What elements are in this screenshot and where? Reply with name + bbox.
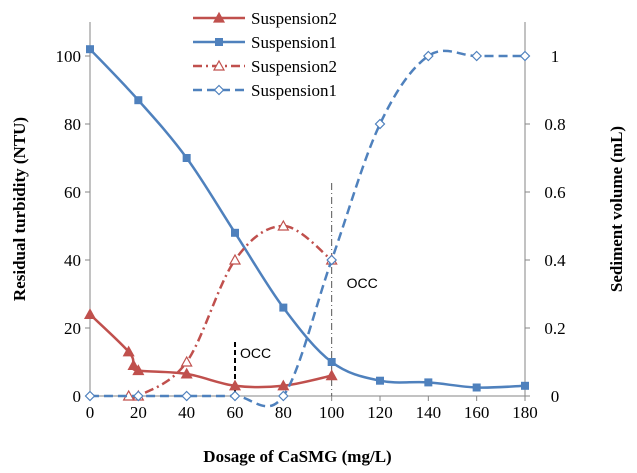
data-point	[277, 379, 290, 391]
data-point	[277, 219, 290, 231]
legend-label: Suspension2	[251, 57, 337, 76]
data-point	[231, 228, 239, 237]
x-tick-label: 40	[178, 403, 195, 422]
data-point	[326, 254, 338, 266]
data-point	[471, 50, 483, 62]
legend-marker	[213, 84, 225, 96]
legend-marker	[215, 38, 223, 46]
data-point	[327, 358, 336, 366]
data-point	[376, 376, 384, 385]
legend-label: Suspension1	[251, 81, 337, 100]
data-point	[424, 378, 433, 387]
data-point	[228, 379, 242, 391]
x-tick-label: 60	[227, 403, 244, 422]
y2-tick-label: 0.6	[544, 183, 565, 202]
y2-tick-label: 0.4	[544, 251, 566, 270]
data-point	[374, 118, 386, 130]
data-point	[134, 96, 143, 105]
data-point	[127, 359, 140, 370]
y-tick-label: 80	[64, 115, 81, 134]
legend-marker	[212, 59, 226, 71]
y2-tick-label: 0.8	[544, 115, 565, 134]
y-tick-label: 60	[64, 183, 81, 202]
x-tick-label: 100	[319, 403, 345, 422]
y-tick-label: 100	[56, 47, 82, 66]
y2-tick-label: 0	[551, 387, 560, 406]
data-point	[277, 390, 289, 402]
data-point	[519, 50, 531, 62]
x-tick-label: 20	[130, 403, 147, 422]
data-point	[279, 303, 288, 312]
x-tick-label: 140	[416, 403, 442, 422]
data-point	[325, 369, 338, 381]
legend-marker	[212, 11, 226, 23]
y2-tick-label: 0.2	[544, 319, 565, 338]
data-point	[132, 390, 144, 402]
data-point	[84, 390, 96, 402]
data-point	[229, 390, 241, 402]
data-point	[180, 355, 193, 367]
data-point	[122, 345, 135, 357]
y2-tick-label: 1	[551, 47, 560, 66]
data-point	[182, 154, 191, 162]
data-point	[521, 381, 529, 390]
data-point	[86, 45, 94, 54]
occ-label: OCC	[347, 275, 378, 291]
data-point	[83, 308, 97, 319]
data-point	[181, 390, 193, 402]
x-axis-title: Dosage of CaSMG (mg/L)	[203, 447, 391, 466]
legend-label: Suspension2	[251, 9, 337, 28]
x-tick-label: 0	[86, 403, 95, 422]
series-line	[89, 48, 526, 389]
data-point	[422, 50, 434, 62]
x-tick-label: 160	[464, 403, 490, 422]
series-line	[89, 49, 525, 408]
y-tick-label: 20	[64, 319, 81, 338]
data-point	[228, 253, 242, 265]
data-point	[472, 383, 481, 392]
y-tick-label: 40	[64, 251, 81, 270]
series-line	[128, 224, 333, 400]
data-point	[180, 367, 193, 379]
y2-axis-title: Sediment volume (mL)	[607, 126, 626, 292]
y-tick-label: 0	[73, 387, 82, 406]
x-tick-label: 80	[275, 403, 292, 422]
x-tick-label: 120	[367, 403, 393, 422]
data-point	[132, 364, 145, 376]
x-tick-label: 180	[512, 403, 538, 422]
occ-label: OCC	[240, 345, 271, 361]
legend-label: Suspension1	[251, 33, 337, 52]
y-axis-title: Residual turbidity (NTU)	[10, 117, 29, 301]
